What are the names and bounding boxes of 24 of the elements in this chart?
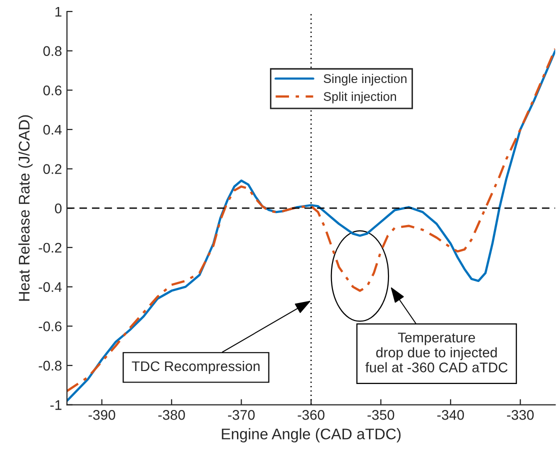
x-tick-label: -390 <box>88 410 116 420</box>
legend-label: Split injection <box>324 92 396 104</box>
y-tick-label: -0.4 <box>38 282 62 292</box>
y-tick-label: -0.6 <box>38 321 62 332</box>
y-tick-label: 0.6 <box>43 85 62 96</box>
y-tick-label: 1 <box>55 6 62 17</box>
x-tick-label: -380 <box>158 410 185 420</box>
x-tick-label: -360 <box>298 410 324 420</box>
x-tick-label: -340 <box>437 410 464 420</box>
y-tick-label: -0.8 <box>38 360 62 371</box>
x-tick-label: -370 <box>228 410 255 420</box>
y-tick-label: 0.2 <box>43 164 62 174</box>
y-tick-label: -0.2 <box>38 242 62 253</box>
x-axis-title: Engine Angle (CAD aTDC) <box>222 428 401 442</box>
y-axis-title: Heat Release Rate (J/CAD) <box>18 115 33 301</box>
y-tick-label: 0 <box>54 203 62 214</box>
y-tick-label: -1 <box>50 400 62 410</box>
y-tick-label: 0.4 <box>43 124 62 135</box>
y-tick-label: 0.8 <box>43 46 62 56</box>
x-tick-label: -350 <box>368 410 394 420</box>
annotation: Temperature drop due to injected fuel at -360 CAD aTDC <box>365 332 508 372</box>
legend-label: Single injection <box>324 74 406 86</box>
x-tick-label: -330 <box>507 410 534 420</box>
annotation: TDC Recompression <box>132 360 260 374</box>
